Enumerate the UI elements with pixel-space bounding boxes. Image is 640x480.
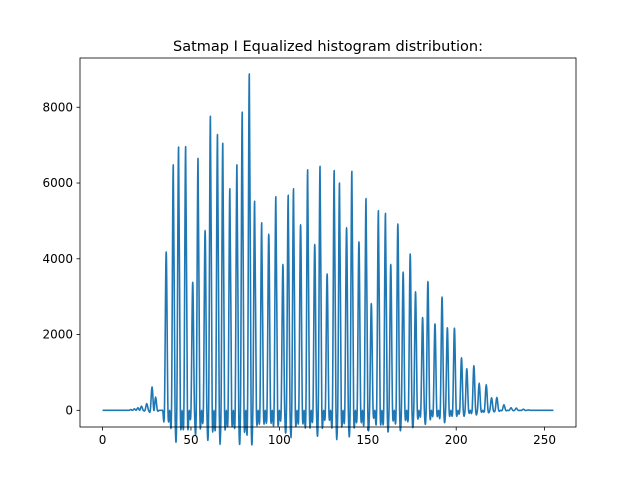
x-tick-label: 0 [99,433,107,447]
series-line [102,73,554,446]
x-tick-label: 150 [356,433,379,447]
chart-title: Satmap I Equalized histogram distributio… [173,39,483,55]
y-tick-label: 6000 [42,176,73,190]
y-axis: 0 2000 4000 6000 8000 [42,100,80,417]
y-tick-label: 0 [65,403,73,417]
x-axis: 0 50 100 150 200 250 [99,427,556,447]
y-tick-label: 2000 [42,328,73,342]
plot-area [79,57,577,446]
x-tick-label: 100 [268,433,291,447]
plot-frame [79,57,577,428]
x-tick-label: 50 [183,433,198,447]
y-tick-label: 4000 [42,252,73,266]
y-tick-label: 8000 [42,100,73,114]
x-tick-label: 200 [445,433,468,447]
x-tick-label: 250 [533,433,556,447]
